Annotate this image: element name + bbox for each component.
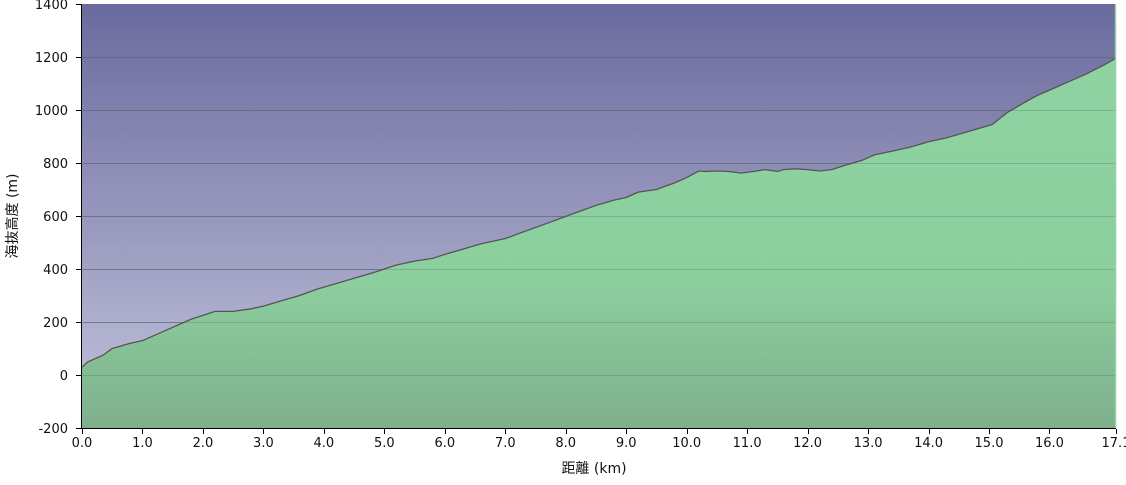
x-tick-label: 11.0 [733, 436, 762, 451]
y-tick-label: 1400 [35, 0, 68, 13]
x-tick-label: 12.0 [793, 436, 822, 451]
grid-overlay [82, 57, 1116, 376]
x-tick-label: 10.0 [672, 436, 701, 451]
x-tick-label: 3.0 [253, 436, 274, 451]
x-tick-label: 4.0 [314, 436, 335, 451]
y-tick-label: 200 [43, 316, 68, 331]
x-tick-label: 15.0 [975, 436, 1004, 451]
x-tick-label: 6.0 [434, 436, 455, 451]
x-tick-label: 14.0 [914, 436, 943, 451]
y-tick-label: -200 [38, 422, 68, 437]
x-tick-label: 8.0 [555, 436, 576, 451]
y-tick-label: 0 [60, 369, 68, 384]
x-tick-label: 2.0 [193, 436, 214, 451]
x-tick-label: 13.0 [854, 436, 883, 451]
y-axis-title: 海抜高度 (m) [4, 173, 21, 258]
x-tick-label: 1.0 [132, 436, 153, 451]
x-axis-ticks: 0.0 1.0 2.0 3.0 4.0 5.0 6.0 7.0 8.0 9.0 10.0 11.0 12… [72, 429, 1126, 451]
x-axis-title: 距離 (km) [561, 460, 626, 477]
elevation-area [82, 58, 1116, 428]
y-axis-ticks: -200 0 200 400 600 800 1000 1200 1400 [35, 0, 81, 437]
y-tick-label: 600 [43, 210, 68, 225]
x-tick-label: 16.0 [1035, 436, 1064, 451]
elevation-line [82, 57, 1116, 368]
x-tick-label: 17.1 [1102, 436, 1126, 451]
y-tick-label: 400 [43, 263, 68, 278]
x-tick-label: 0.0 [72, 436, 93, 451]
x-tick-label: 9.0 [616, 436, 637, 451]
axes [81, 4, 1116, 429]
y-tick-label: 1200 [35, 51, 68, 66]
y-tick-label: 800 [43, 157, 68, 172]
x-tick-label: 5.0 [374, 436, 395, 451]
x-tick-label: 7.0 [495, 436, 516, 451]
y-tick-label: 1000 [35, 104, 68, 119]
